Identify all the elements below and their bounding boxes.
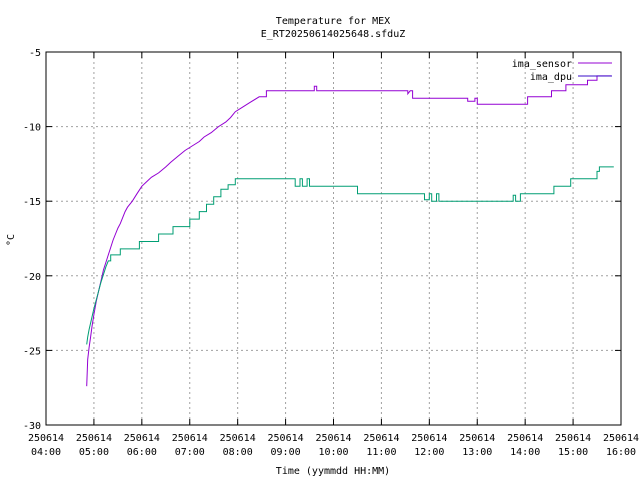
x-tick-label-date: 250614	[603, 433, 639, 444]
series-line-ima-sensor	[86, 75, 612, 387]
x-tick-label-date: 250614	[220, 433, 256, 444]
legend-label-ima-dpu: ima_dpu	[530, 72, 572, 83]
y-tick-label: -5	[29, 48, 41, 59]
y-tick-label: -10	[23, 123, 41, 134]
x-tick-label-date: 250614	[507, 433, 543, 444]
x-tick-label-date: 250614	[315, 433, 351, 444]
legend: ima_sensor ima_dpu	[512, 59, 612, 83]
y-tick-label: -15	[23, 197, 41, 208]
x-axis-label: Time (yymmdd HH:MM)	[276, 466, 390, 477]
legend-label-ima-sensor: ima_sensor	[512, 59, 572, 70]
y-tick-label: -25	[23, 346, 41, 357]
x-tick-label-date: 250614	[268, 433, 304, 444]
y-tick-label: -30	[23, 421, 41, 432]
chart-subtitle: E_RT20250614025648.sfduZ	[261, 29, 406, 40]
x-tick-label-time: 05:00	[79, 447, 109, 458]
x-tick-label-date: 250614	[363, 433, 399, 444]
x-tick-label-time: 04:00	[31, 447, 61, 458]
x-tick-label-time: 10:00	[318, 447, 348, 458]
x-tick-label-time: 14:00	[510, 447, 540, 458]
x-tick-label-time: 06:00	[127, 447, 157, 458]
x-tick-label-time: 16:00	[606, 447, 636, 458]
x-tick-label-time: 08:00	[223, 447, 253, 458]
chart-title: Temperature for MEX	[276, 16, 390, 27]
x-tick-label-time: 13:00	[462, 447, 492, 458]
y-axis-label: °C	[6, 234, 17, 246]
x-tick-label-time: 15:00	[558, 447, 588, 458]
series-layer	[86, 75, 614, 387]
axis-ticks: -5-10-15-20-25-3025061404:0025061405:002…	[23, 48, 639, 458]
y-tick-label: -20	[23, 272, 41, 283]
grid-lines	[46, 52, 621, 425]
x-tick-label-date: 250614	[172, 433, 208, 444]
x-tick-label-date: 250614	[28, 433, 64, 444]
series-line-ima-dpu	[86, 166, 614, 345]
x-tick-label-time: 09:00	[271, 447, 301, 458]
x-tick-label-date: 250614	[411, 433, 447, 444]
x-tick-label-date: 250614	[459, 433, 495, 444]
x-tick-label-date: 250614	[76, 433, 112, 444]
x-tick-label-time: 07:00	[175, 447, 205, 458]
x-tick-label-time: 12:00	[414, 447, 444, 458]
x-tick-label-date: 250614	[555, 433, 591, 444]
x-tick-label-time: 11:00	[366, 447, 396, 458]
x-tick-label-date: 250614	[124, 433, 160, 444]
